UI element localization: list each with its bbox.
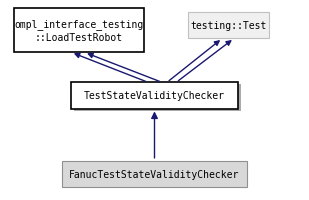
FancyBboxPatch shape [74,85,241,111]
FancyBboxPatch shape [188,13,269,39]
FancyBboxPatch shape [62,161,247,187]
Text: TestStateValidityChecker: TestStateValidityChecker [84,91,225,101]
FancyBboxPatch shape [14,9,144,53]
Text: FanucTestStateValidityChecker: FanucTestStateValidityChecker [69,169,240,179]
Text: ompl_interface_testing
::LoadTestRobot: ompl_interface_testing ::LoadTestRobot [14,19,143,43]
Text: testing::Test: testing::Test [190,21,267,31]
FancyBboxPatch shape [71,83,238,109]
